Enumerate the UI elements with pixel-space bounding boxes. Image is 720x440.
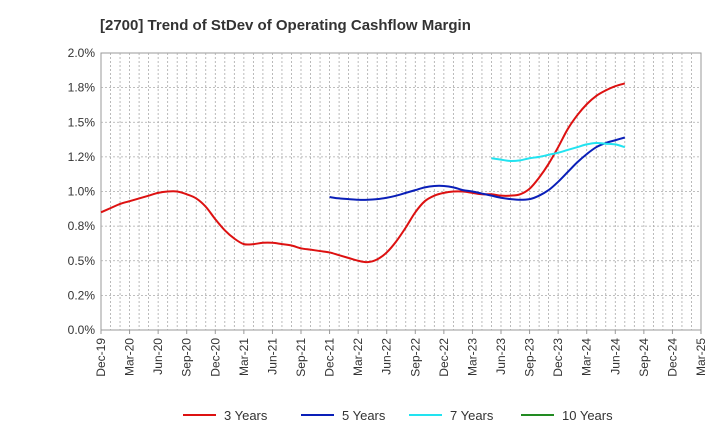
- x-tick-label: Mar-21: [237, 338, 251, 376]
- x-tick-label: Sep-22: [408, 338, 422, 377]
- series-line-2: [329, 136, 626, 201]
- x-tick-label: Dec-21: [323, 338, 337, 377]
- chart-title: [2700] Trend of StDev of Operating Cashf…: [100, 17, 471, 34]
- y-tick-label: 0.0%: [68, 323, 96, 337]
- y-tick-label: 1.0%: [68, 185, 96, 199]
- y-tick-label: 2.0%: [68, 46, 96, 60]
- x-tick-label: Mar-24: [580, 338, 594, 376]
- y-axis: 0.0% 0.2% 0.5% 0.8% 1.0% 1.2% 1.5% 1.8% 2.0%: [68, 46, 96, 337]
- x-tick-label: Jun-20: [151, 338, 165, 375]
- legend-label-1: 3 Years: [224, 408, 268, 423]
- x-tick-label: Dec-20: [208, 338, 222, 377]
- x-tick-label: Jun-21: [265, 338, 279, 375]
- y-tick-label: 0.8%: [68, 219, 96, 233]
- series-line-3: [491, 142, 626, 163]
- x-tick-label: Dec-23: [551, 338, 565, 377]
- x-tick-label: Dec-19: [94, 338, 108, 377]
- y-tick-label: 1.5%: [68, 115, 96, 129]
- legend-label-4: 10 Years: [562, 408, 613, 423]
- y-tick-label: 1.2%: [68, 150, 96, 164]
- x-tick-label: Dec-22: [437, 338, 451, 377]
- x-tick-label: Sep-24: [637, 338, 651, 377]
- x-tick-label: Mar-25: [694, 338, 708, 376]
- gridlines: [101, 53, 701, 330]
- x-tick-label: Mar-20: [123, 338, 137, 376]
- x-tick-label: Sep-20: [180, 338, 194, 377]
- x-tick-label: Jun-22: [380, 338, 394, 375]
- x-tick-label: Sep-23: [523, 338, 537, 377]
- x-tick-label: Mar-23: [465, 338, 479, 376]
- y-tick-label: 1.8%: [68, 81, 96, 95]
- series-lines: [100, 82, 626, 264]
- legend-label-3: 7 Years: [450, 408, 494, 423]
- legend: 3 Years 5 Years 7 Years 10 Years: [183, 408, 613, 423]
- x-axis: Dec-19 Mar-20 Jun-20 Sep-20 Dec-20 Mar-21 Jun-…: [94, 330, 708, 377]
- y-tick-label: 0.5%: [68, 254, 96, 268]
- legend-label-2: 5 Years: [342, 408, 386, 423]
- x-tick-label: Dec-24: [665, 338, 679, 377]
- y-tick-label: 0.2%: [68, 288, 96, 302]
- x-tick-label: Jun-24: [608, 338, 622, 375]
- x-tick-label: Mar-22: [351, 338, 365, 376]
- x-tick-label: Sep-21: [294, 338, 308, 377]
- series-line-1: [100, 82, 626, 264]
- x-tick-label: Jun-23: [494, 338, 508, 375]
